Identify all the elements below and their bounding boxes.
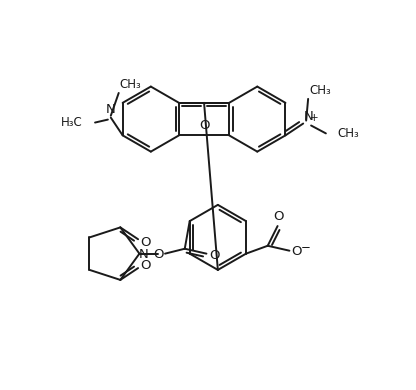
Text: O: O [273, 210, 284, 223]
Text: +: + [310, 113, 319, 122]
Text: O: O [199, 119, 209, 132]
Text: N: N [139, 248, 148, 261]
Text: O: O [153, 248, 163, 261]
Text: O: O [209, 249, 220, 262]
Text: N: N [106, 103, 116, 116]
Text: −: − [301, 241, 311, 254]
Text: N: N [304, 110, 314, 122]
Text: O: O [291, 245, 302, 258]
Text: CH₃: CH₃ [338, 127, 359, 140]
Text: CH₃: CH₃ [309, 84, 331, 97]
Text: O: O [140, 259, 151, 271]
Text: H₃C: H₃C [60, 116, 82, 129]
Text: CH₃: CH₃ [120, 78, 141, 91]
Text: O: O [140, 236, 151, 249]
